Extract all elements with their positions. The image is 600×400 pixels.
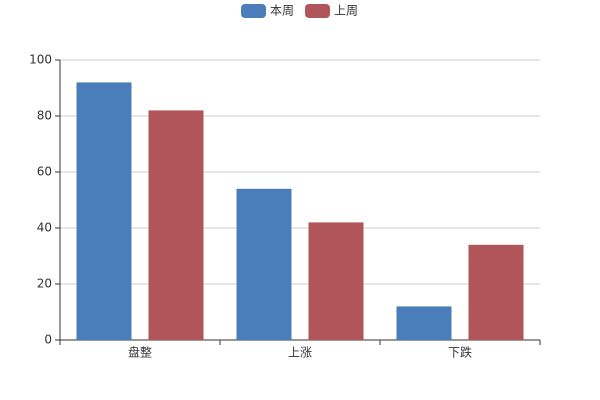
legend-label: 本周 (270, 4, 294, 18)
bar (468, 244, 524, 340)
y-tick-label: 0 (44, 333, 52, 347)
y-tick-label: 80 (37, 109, 52, 123)
x-tick-label: 上涨 (288, 345, 312, 360)
bar (236, 188, 292, 340)
legend-label: 上周 (334, 4, 358, 18)
legend-swatch (305, 4, 330, 18)
y-tick-label: 60 (37, 165, 52, 179)
x-tick-label: 下跌 (448, 345, 472, 360)
bar (308, 222, 364, 340)
bar (396, 306, 452, 340)
y-tick-label: 100 (29, 53, 52, 67)
x-tick-label: 盘整 (128, 345, 152, 360)
bar (76, 82, 132, 341)
y-tick-label: 20 (37, 277, 52, 291)
legend-swatch (241, 4, 266, 18)
y-tick-label: 40 (37, 221, 52, 235)
bar (148, 110, 204, 341)
